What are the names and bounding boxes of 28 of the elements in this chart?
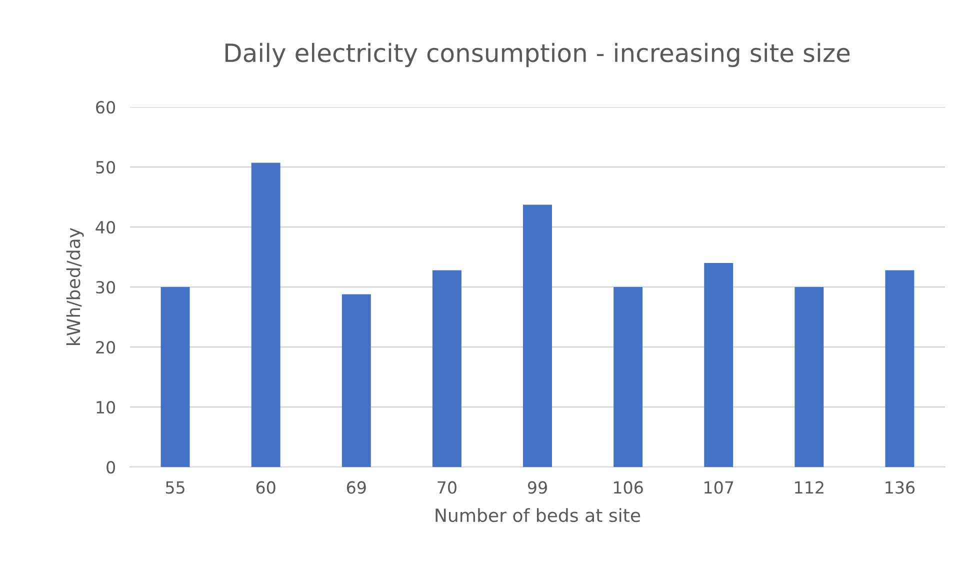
- bar: [794, 287, 824, 467]
- x-tick-label: 70: [438, 481, 456, 494]
- y-axis-title: kWh/bed/day: [66, 228, 84, 345]
- x-tick-label: 107: [704, 481, 734, 494]
- bar: [432, 270, 462, 467]
- bar: [523, 204, 552, 467]
- bar: [885, 270, 914, 467]
- y-tick-label: 10: [96, 400, 116, 414]
- x-tick-label: 60: [256, 481, 276, 494]
- bar: [342, 294, 371, 467]
- x-tick-label: 112: [795, 481, 824, 494]
- x-tick-label: 69: [346, 481, 366, 494]
- x-tick-label: 106: [614, 481, 643, 494]
- x-tick-label: 136: [886, 481, 915, 494]
- chart-title: Daily electricity consumption - increasing site size: [226, 42, 850, 68]
- x-tick-label: 55: [166, 481, 184, 494]
- bar: [251, 162, 280, 467]
- y-tick-label: 30: [96, 280, 116, 294]
- x-axis-title: Number of beds at site: [436, 508, 640, 522]
- bar: [704, 263, 734, 467]
- y-tick-label: 40: [96, 220, 116, 234]
- y-tick-label: 60: [96, 100, 116, 114]
- bar: [614, 287, 643, 467]
- y-tick-label: 0: [106, 460, 116, 474]
- y-tick-label: 50: [96, 160, 116, 174]
- x-tick-label: 99: [528, 481, 547, 494]
- bar: [160, 287, 190, 467]
- y-tick-label: 20: [96, 340, 116, 354]
